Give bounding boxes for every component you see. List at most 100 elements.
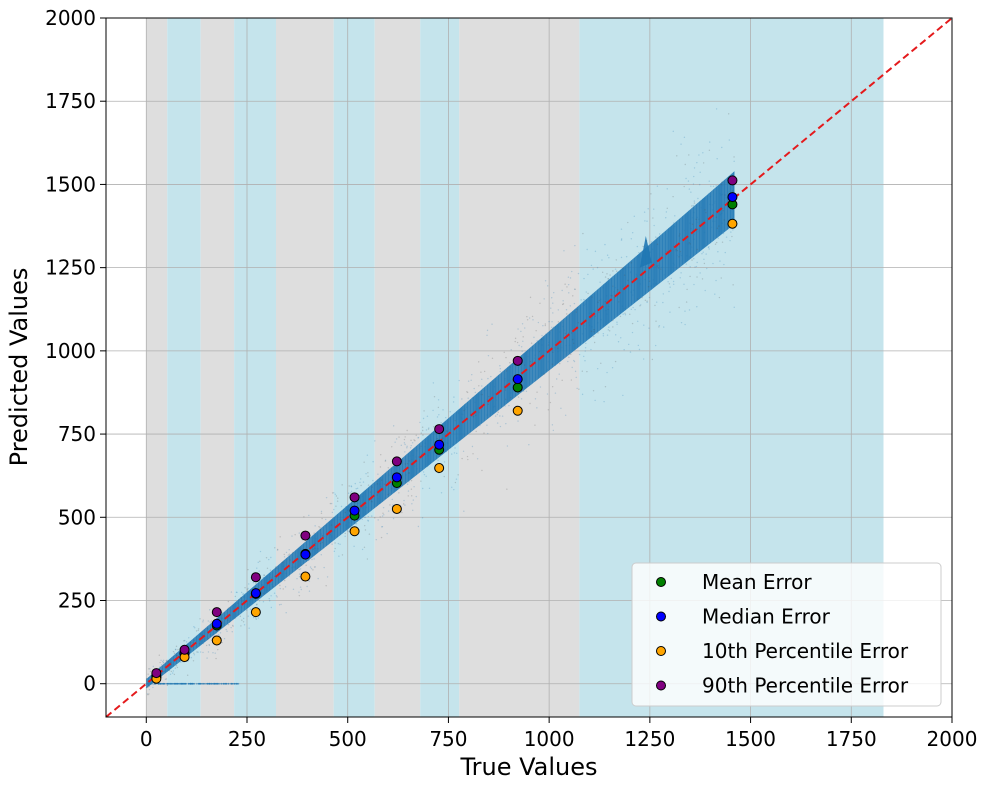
scatter-cloud-point (422, 434, 424, 436)
scatter-cloud-point (630, 238, 633, 240)
scatter-cloud-point (629, 351, 632, 353)
scatter-cloud-point (665, 217, 667, 219)
scatter-cloud-point (715, 241, 718, 244)
median-error-point (391, 472, 402, 483)
scatter-cloud-point (703, 231, 706, 234)
scatter-cloud-point (577, 272, 580, 275)
scatter-cloud-point (410, 439, 412, 442)
scatter-cloud-point (689, 222, 691, 224)
scatter-cloud-point (547, 368, 549, 371)
scatter-cloud-point (630, 291, 632, 293)
scatter-cloud-point (456, 452, 458, 455)
scatter-cloud-point (174, 667, 177, 669)
scatter-cloud-point (148, 684, 150, 687)
scatter-cloud-point (230, 591, 233, 593)
scatter-cloud-point (528, 317, 531, 319)
scatter-cloud-point (168, 666, 171, 668)
legend-label: Median Error (702, 605, 831, 629)
scatter-cloud-point (637, 320, 639, 323)
scatter-cloud-point (269, 588, 272, 590)
scatter-cloud-point (202, 621, 204, 623)
scatter-cloud-point (366, 558, 369, 560)
scatter-cloud-point (253, 586, 256, 589)
scatter-cloud-point (160, 664, 163, 666)
scatter-cloud-point (294, 566, 296, 568)
scatter-cloud-point (404, 443, 406, 446)
scatter-cloud-point (698, 218, 700, 221)
scatter-cloud-point (684, 310, 686, 312)
scatter-cloud-point (590, 312, 593, 315)
scatter-cloud-point (524, 327, 526, 329)
scatter-cloud-point (647, 286, 650, 288)
scatter-cloud-point (371, 486, 373, 488)
scatter-cloud-band (689, 208, 692, 260)
scatter-cloud-point (594, 399, 596, 402)
scatter-cloud-point (712, 262, 714, 265)
scatter-cloud-point (596, 322, 599, 324)
scatter-cloud-point (308, 590, 311, 592)
scatter-cloud-point (645, 240, 648, 242)
scatter-cloud-point (592, 268, 594, 270)
scatter-cloud-point (520, 330, 522, 333)
scatter-cloud-point (597, 301, 599, 303)
scatter-cloud-point (274, 566, 277, 568)
scatter-cloud-band (375, 479, 377, 508)
scatter-cloud-point (718, 296, 721, 299)
scatter-cloud-point (570, 332, 573, 334)
scatter-cloud-point (534, 354, 536, 356)
scatter-cloud-point (646, 300, 648, 302)
scatter-cloud-point (658, 233, 661, 235)
scatter-cloud-point (564, 332, 567, 335)
scatter-cloud-point (433, 426, 435, 428)
scatter-cloud-point (376, 494, 378, 496)
scatter-cloud-point (255, 583, 257, 585)
scatter-cloud-point (202, 642, 205, 645)
scatter-cloud-point (347, 492, 350, 494)
scatter-cloud-point (513, 390, 515, 393)
scatter-cloud-point (616, 321, 618, 323)
median-error-point (727, 192, 738, 203)
scatter-cloud-point (647, 208, 649, 210)
scatter-cloud-point (587, 292, 589, 295)
scatter-cloud-band (670, 224, 673, 275)
scatter-cloud-point (572, 295, 574, 297)
scatter-cloud-point (463, 409, 465, 412)
scatter-cloud-band (528, 347, 531, 387)
scatter-cloud-point (714, 202, 716, 204)
scatter-cloud-point (360, 484, 362, 487)
scatter-cloud-point (258, 570, 260, 572)
scatter-cloud-point (696, 306, 698, 308)
scatter-cloud-point (617, 271, 620, 274)
scatter-cloud-point (408, 481, 410, 483)
scatter-cloud-point (650, 193, 652, 195)
scatter-cloud-point (325, 518, 327, 521)
scatter-cloud-point (169, 673, 172, 676)
scatter-cloud-point (281, 561, 284, 563)
scatter-cloud-point (504, 377, 506, 380)
scatter-cloud-point (169, 682, 171, 685)
scatter-cloud-point (552, 429, 555, 432)
scatter-cloud-point (457, 412, 459, 415)
scatter-cloud-point (323, 535, 325, 538)
scatter-cloud-point (486, 334, 488, 337)
scatter-cloud-point (566, 286, 568, 288)
scatter-cloud-point (221, 641, 223, 644)
scatter-cloud-point (404, 436, 406, 438)
scatter-cloud-point (152, 686, 154, 689)
scatter-cloud-point (292, 551, 294, 554)
scatter-cloud-point (527, 355, 529, 358)
scatter-cloud-point (374, 517, 376, 519)
scatter-cloud-point (148, 668, 150, 670)
scatter-cloud-band (545, 332, 548, 374)
scatter-cloud-point (644, 278, 646, 281)
scatter-cloud-point (693, 200, 696, 202)
scatter-cloud-point (416, 468, 418, 470)
scatter-cloud-point (350, 485, 353, 488)
scatter-cloud-point (270, 576, 272, 579)
scatter-cloud-point (587, 273, 589, 276)
scatter-cloud-point (173, 673, 176, 676)
scatter-cloud-point (536, 407, 538, 409)
scatter-cloud-point (714, 243, 717, 245)
scatter-cloud-point (539, 386, 542, 388)
scatter-cloud-point (420, 445, 422, 447)
